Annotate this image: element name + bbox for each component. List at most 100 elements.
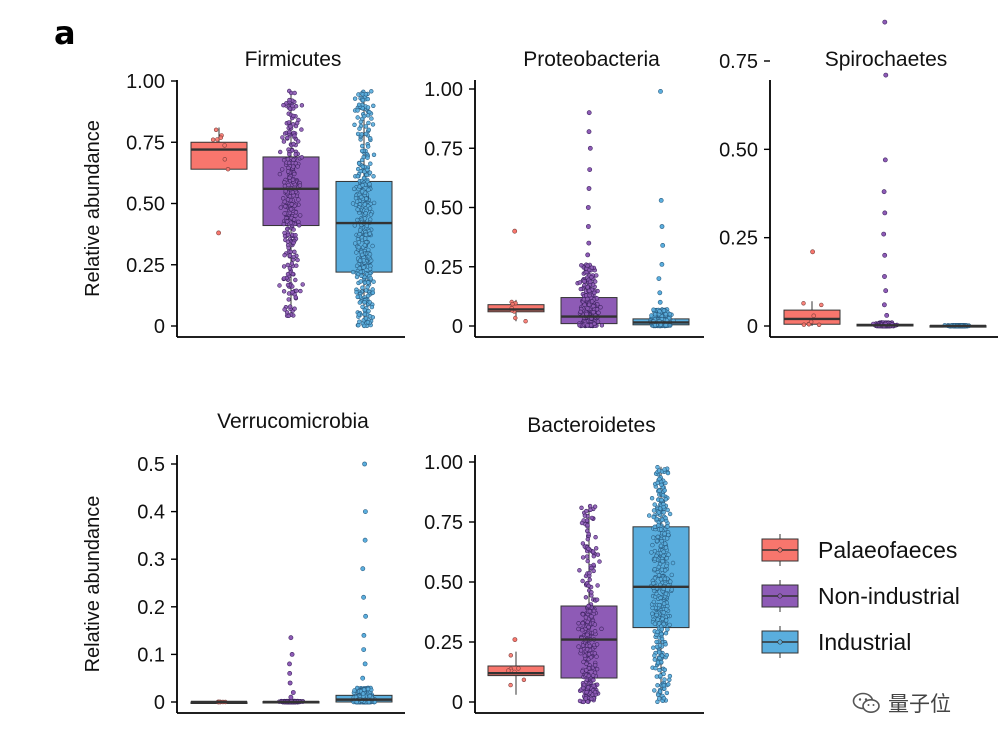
legend-point xyxy=(777,593,783,599)
data-point xyxy=(587,503,593,509)
data-point xyxy=(283,204,288,209)
data-point xyxy=(293,233,298,238)
data-point xyxy=(594,296,600,301)
box-group-palaeofaeces xyxy=(190,127,248,236)
data-point xyxy=(664,690,670,696)
data-point xyxy=(362,323,367,329)
data-point xyxy=(658,595,663,600)
data-point xyxy=(225,167,231,172)
data-point xyxy=(366,144,371,149)
data-point xyxy=(580,612,586,617)
data-point xyxy=(593,546,599,551)
box-group-palaeofaeces xyxy=(190,699,248,705)
data-point xyxy=(356,245,361,250)
data-point xyxy=(657,476,662,482)
outlier-point xyxy=(586,240,592,246)
data-point xyxy=(282,230,287,236)
data-point xyxy=(588,279,593,284)
y-tick-label: 0.50 xyxy=(424,198,463,220)
data-point xyxy=(293,213,298,219)
data-point xyxy=(370,122,376,127)
data-point xyxy=(360,164,365,170)
data-point xyxy=(578,309,583,314)
data-point xyxy=(577,568,582,573)
outlier-point xyxy=(287,671,293,676)
data-point xyxy=(291,157,296,163)
data-point xyxy=(215,137,220,142)
data-point xyxy=(665,470,671,476)
data-point xyxy=(659,627,664,632)
data-point xyxy=(649,550,654,555)
outlier-point xyxy=(287,661,292,667)
data-point xyxy=(659,538,664,544)
data-point xyxy=(369,116,374,121)
data-point xyxy=(586,302,592,307)
data-point xyxy=(353,241,358,246)
data-point xyxy=(580,627,585,633)
data-point xyxy=(669,587,674,592)
data-point xyxy=(663,630,669,636)
data-point xyxy=(582,279,587,284)
data-point xyxy=(661,504,666,510)
data-point xyxy=(582,302,587,307)
y-axis-label: Relative abundance xyxy=(82,120,104,297)
data-point xyxy=(354,250,359,255)
data-point xyxy=(667,622,672,628)
data-point xyxy=(594,642,600,647)
data-point xyxy=(579,520,585,526)
data-point xyxy=(661,308,667,313)
data-point xyxy=(661,510,666,515)
data-point xyxy=(285,282,291,288)
data-point xyxy=(294,263,299,268)
data-point xyxy=(662,467,667,472)
data-point xyxy=(654,644,660,649)
data-point xyxy=(654,538,660,544)
data-point xyxy=(357,258,363,263)
data-point xyxy=(587,288,592,294)
data-point xyxy=(291,164,296,169)
data-point xyxy=(592,689,598,695)
data-point xyxy=(286,313,291,318)
data-point xyxy=(358,228,363,233)
y-tick-label: 0 xyxy=(154,316,165,338)
data-point xyxy=(281,139,287,144)
data-point xyxy=(658,673,663,678)
data-point xyxy=(360,304,365,310)
data-point xyxy=(584,311,589,317)
data-point xyxy=(590,549,596,554)
data-point xyxy=(667,673,673,679)
data-point xyxy=(282,253,287,258)
data-point xyxy=(285,197,291,202)
data-point xyxy=(663,642,668,647)
data-point xyxy=(281,102,286,108)
data-point xyxy=(356,312,362,317)
data-point xyxy=(658,576,664,582)
data-point xyxy=(365,686,371,692)
data-point xyxy=(664,563,669,569)
data-point xyxy=(666,552,671,557)
data-point xyxy=(660,558,665,564)
data-point xyxy=(296,219,301,225)
outlier-point xyxy=(585,205,591,210)
chart-panel-verrucomicrobia: Verrucomicrobia Relative abundance 0 0.1 0.2… xyxy=(82,410,405,714)
data-point xyxy=(286,297,291,302)
outlier-point xyxy=(288,694,294,700)
data-point xyxy=(365,284,370,290)
data-point xyxy=(355,174,360,179)
outlier-point xyxy=(362,661,368,667)
y-tick-label: 0 xyxy=(452,316,463,338)
data-point xyxy=(286,245,291,251)
data-point xyxy=(661,682,667,688)
outlier-point xyxy=(361,594,366,600)
data-point xyxy=(368,136,373,141)
legend-point xyxy=(777,547,783,553)
data-point xyxy=(659,482,664,487)
data-point xyxy=(287,106,293,111)
data-point xyxy=(360,252,365,258)
box-group-palaeofaeces xyxy=(487,228,545,324)
wechat-icon xyxy=(852,692,880,713)
data-point xyxy=(280,167,285,172)
data-point xyxy=(591,677,596,683)
data-point xyxy=(295,164,300,169)
box-group-non-industrial xyxy=(560,503,618,705)
